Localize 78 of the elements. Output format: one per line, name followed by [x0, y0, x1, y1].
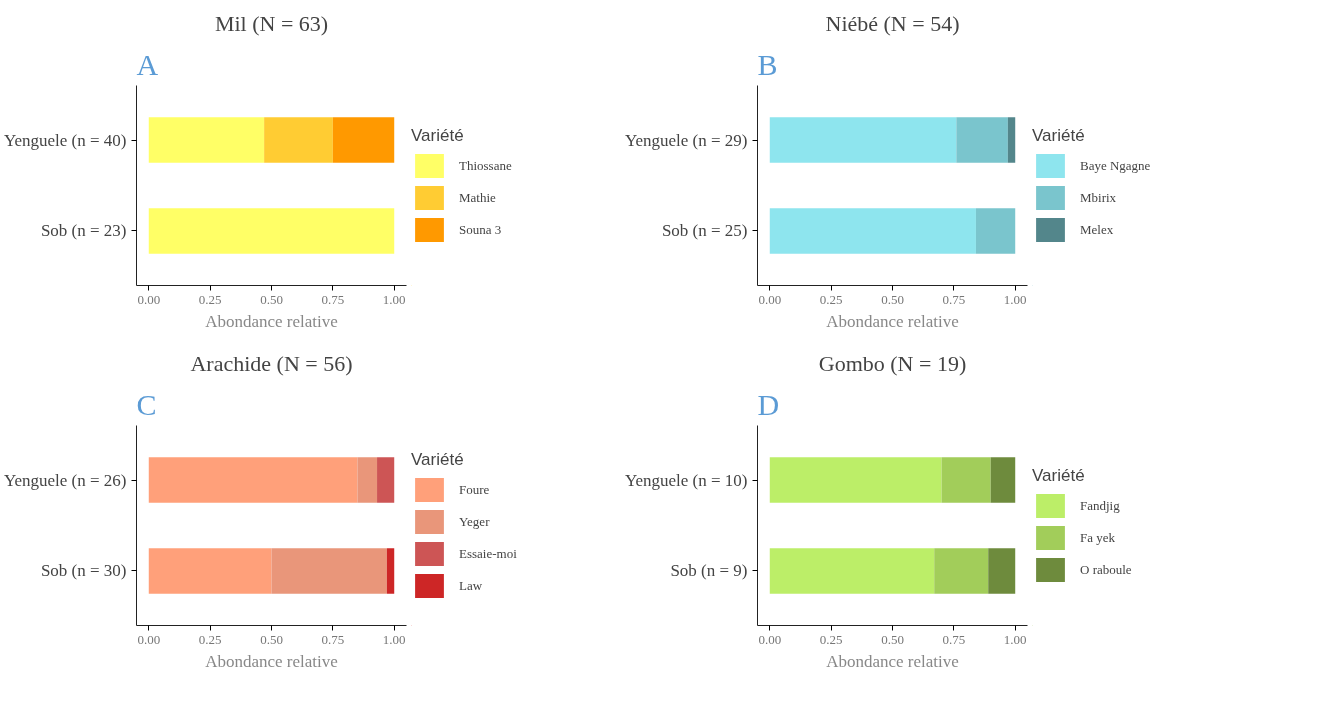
y-tick-label: Yenguele (n = 29): [624, 130, 748, 150]
x-tick-label: 0.50: [881, 631, 904, 647]
bar: [148, 117, 265, 163]
bar: [769, 548, 935, 594]
x-tick-label: 0.00: [758, 631, 782, 647]
x-tick-label: 1.00: [382, 631, 406, 647]
chart-title: Gombo (N = 19): [818, 350, 967, 376]
x-tick-label: 0.75: [942, 291, 966, 307]
legend-label: Essaie-moi: [459, 545, 517, 562]
x-tick-label: 0.25: [819, 631, 843, 647]
x-tick-label: 0.00: [758, 291, 782, 307]
x-tick-label: 0.00: [137, 631, 161, 647]
bar: [271, 548, 387, 594]
legend-label: O raboule: [1080, 561, 1132, 578]
chart-title: Niébé (N = 54): [825, 10, 960, 36]
bar: [975, 208, 1016, 254]
chart-title: Arachide (N = 56): [190, 350, 353, 376]
y-tick-label: Sob (n = 25): [661, 221, 748, 241]
legend-label: Yeger: [459, 513, 490, 530]
y-tick-label: Sob (n = 9): [670, 561, 748, 581]
x-tick-label: 0.75: [942, 631, 966, 647]
legend-label: Fandjig: [1080, 497, 1120, 514]
bar: [1007, 117, 1016, 163]
y-tick-label: Sob (n = 30): [40, 561, 127, 581]
legend-title: Variété: [1032, 125, 1086, 146]
y-tick-label: Sob (n = 23): [40, 221, 127, 241]
bar: [990, 457, 1016, 503]
x-axis-title: Abondance relative: [205, 311, 338, 331]
legend-label: Thiossane: [459, 157, 512, 174]
bar: [988, 548, 1016, 594]
bar: [941, 457, 991, 503]
x-tick-label: 0.25: [819, 291, 843, 307]
legend-title: Variété: [411, 125, 465, 146]
bar: [769, 117, 957, 163]
bar: [332, 117, 395, 163]
bar: [357, 457, 378, 503]
bar: [934, 548, 989, 594]
legend-title: Variété: [411, 449, 465, 470]
bar: [386, 548, 395, 594]
bar: [148, 208, 395, 254]
legend-label: Baye Ngagne: [1080, 157, 1151, 174]
bar: [769, 208, 976, 254]
legend-label: Melex: [1080, 221, 1114, 238]
x-tick-label: 0.25: [198, 631, 222, 647]
text: B: [757, 47, 778, 81]
bar: [377, 457, 395, 503]
x-tick-label: 0.50: [260, 631, 283, 647]
bar: [148, 457, 358, 503]
x-tick-label: 0.75: [321, 631, 345, 647]
x-tick-label: 1.00: [1003, 631, 1027, 647]
bar: [956, 117, 1008, 163]
x-tick-label: 0.75: [321, 291, 345, 307]
text: C: [136, 387, 157, 421]
legend-label: Mathie: [459, 189, 496, 206]
y-tick-label: Yenguele (n = 10): [624, 470, 748, 490]
legend-label: Law: [459, 577, 483, 594]
legend-label: Souna 3: [459, 221, 502, 238]
bar: [148, 548, 272, 594]
x-tick-label: 0.00: [137, 291, 161, 307]
x-tick-label: 0.50: [881, 291, 904, 307]
x-tick-label: 1.00: [382, 291, 406, 307]
y-tick-label: Yenguele (n = 40): [3, 130, 127, 150]
x-axis-title: Abondance relative: [826, 311, 959, 331]
x-tick-label: 1.00: [1003, 291, 1027, 307]
bar: [264, 117, 333, 163]
y-tick-label: Yenguele (n = 26): [3, 470, 127, 490]
bar: [769, 457, 942, 503]
x-axis-title: Abondance relative: [205, 651, 338, 671]
text: A: [136, 47, 159, 81]
legend-label: Mbirix: [1080, 189, 1117, 206]
text: D: [757, 387, 780, 421]
x-tick-label: 0.25: [198, 291, 222, 307]
legend-title: Variété: [1032, 465, 1086, 486]
x-tick-label: 0.50: [260, 291, 283, 307]
x-axis-title: Abondance relative: [826, 651, 959, 671]
legend-label: Foure: [459, 481, 490, 498]
legend-label: Fa yek: [1080, 529, 1116, 546]
chart-title: Mil (N = 63): [214, 10, 329, 36]
